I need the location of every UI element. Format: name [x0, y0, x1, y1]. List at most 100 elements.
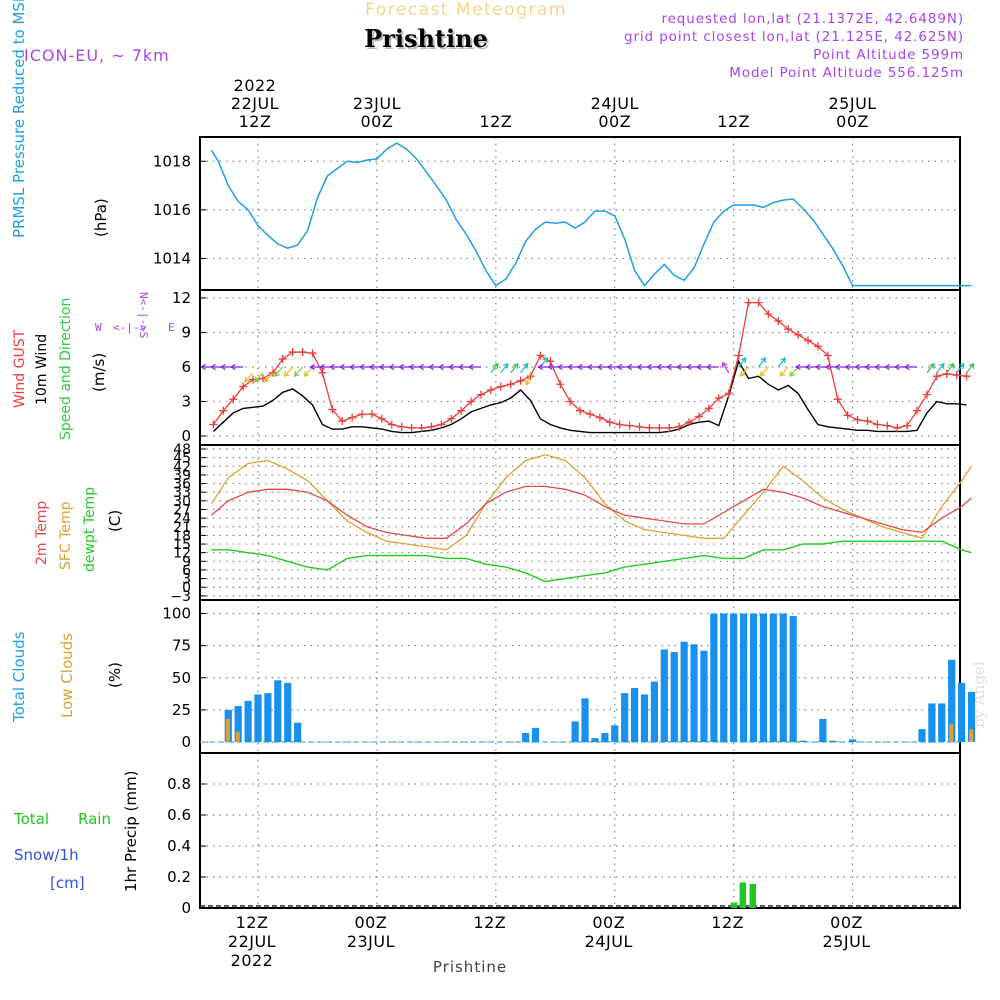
total-cloud-bar	[601, 733, 609, 742]
total-cloud-bar	[720, 613, 728, 742]
wind-dir-arrowhead	[328, 363, 335, 371]
wind-dir-arrowhead	[447, 363, 454, 371]
gust-marker	[714, 394, 723, 403]
total-cloud-bar	[621, 693, 629, 742]
gust-marker	[804, 336, 813, 345]
gust-marker	[645, 423, 654, 432]
wind-dir-arrowhead	[938, 362, 945, 369]
wind-dir-arrow	[946, 363, 955, 374]
wind-dir-arrowhead	[740, 356, 747, 364]
gust-marker	[496, 382, 505, 391]
wind-dir-arrowhead	[958, 362, 965, 369]
bottom-axis-label-4-0: 12Z	[711, 913, 744, 932]
gust-marker	[278, 354, 287, 363]
gust-marker	[833, 395, 842, 404]
gust-marker	[566, 397, 575, 406]
panel-frame-4	[199, 752, 961, 909]
bottom-axis-label-5-0: 00Z	[830, 913, 863, 932]
gust-marker	[437, 420, 446, 429]
total-cloud-bar	[264, 693, 272, 742]
wind-dir-arrowhead	[616, 363, 623, 371]
total-cloud-bar	[918, 729, 926, 742]
gust-marker	[665, 423, 674, 432]
wind-dir-arrowhead	[537, 363, 543, 371]
ytick-label-1-2: 6	[181, 358, 191, 376]
ytick-label-0-1: 1016	[153, 201, 191, 219]
wind-dir-arrow	[936, 363, 945, 374]
model-point-altitude: Model Point Altitude 556.125m	[729, 65, 964, 81]
wind-dir-arrow	[284, 366, 294, 377]
total-cloud-bar	[948, 659, 956, 742]
gust-marker	[457, 406, 466, 415]
wind-dir-arrowhead	[502, 362, 509, 369]
precip-unit-label: 1hr Precip (mm)	[122, 771, 140, 892]
ytick-label-2-12: 33	[173, 485, 191, 501]
wind-dir-arrowhead	[542, 356, 549, 364]
total-cloud-bar	[759, 613, 768, 742]
total-cloud-bar	[234, 706, 242, 742]
total-cloud-bar	[789, 616, 797, 742]
temp-2m-line	[210, 485, 972, 539]
total-cloud-bar	[928, 703, 936, 742]
wind-dir-arrowhead	[388, 363, 395, 371]
wind-10m-line	[212, 359, 967, 434]
top-axis-label-0-0: 2022	[234, 76, 277, 95]
wind-dir-arrowhead	[903, 363, 910, 371]
total-cloud-bar	[849, 739, 857, 742]
compass-west: W	[95, 321, 102, 334]
wind-dir-arrowhead	[492, 362, 499, 369]
total-cloud-bar	[739, 613, 748, 742]
wind-dir-arrowhead	[636, 363, 643, 371]
ytick-label-2-14: 39	[173, 468, 191, 484]
wind-dir-arrowhead	[665, 363, 672, 371]
wind-dir-arrowhead	[705, 363, 712, 371]
gust-marker	[209, 420, 218, 429]
pressure-unit-label: (hPa)	[92, 198, 110, 237]
top-axis-label-1-0: 23JUL	[353, 94, 401, 113]
wind-dir-arrowhead	[626, 363, 633, 371]
wind-dir-arrowhead	[893, 363, 900, 371]
gust-marker	[685, 418, 694, 427]
wind-dir-arrowhead	[929, 362, 935, 369]
ytick-label-2-6: 15	[173, 537, 191, 553]
ytick-label-3-1: 25	[172, 701, 191, 719]
wind-dir-arrowhead	[804, 363, 811, 371]
ytick-label-2-7: 18	[173, 528, 191, 544]
gust-marker	[903, 421, 912, 430]
gust-marker	[387, 420, 396, 429]
ytick-label-4-3: 0.6	[167, 806, 191, 824]
wind-dir-arrowhead	[779, 370, 786, 377]
wind-dir-arrow	[304, 366, 313, 377]
gust-marker	[655, 423, 664, 432]
total-cloud-bar	[710, 613, 718, 742]
rain-legend-total: Total	[13, 810, 49, 828]
total-cloud-bar	[294, 722, 302, 742]
total-cloud-bar	[670, 652, 678, 742]
gust-marker	[556, 380, 565, 389]
temp-dewpt-label: dewpt Temp	[82, 487, 98, 572]
wind-dir-arrowhead	[834, 363, 841, 371]
wind-dir-arrowhead	[210, 363, 216, 371]
pressure-line	[210, 142, 972, 287]
gust-marker	[942, 369, 951, 378]
low-clouds-label: Low Clouds	[58, 633, 76, 718]
top-axis-label-4-0: 12Z	[717, 112, 750, 131]
wind-dir-arrow	[274, 366, 284, 377]
total-cloud-bar	[274, 680, 282, 742]
total-cloud-bar	[660, 649, 668, 742]
ytick-label-3-4: 100	[162, 605, 191, 623]
wind-dir-arrowhead	[722, 361, 728, 368]
low-cloud-bar	[235, 731, 240, 742]
gust-marker	[298, 348, 307, 357]
wind-dir-arrow	[500, 363, 509, 374]
gust-marker	[219, 406, 228, 415]
wind-dir-arrow	[966, 363, 975, 374]
wind-dir-arrowhead	[467, 363, 474, 371]
wind-dir-arrowhead	[824, 363, 831, 371]
product-title: Forecast Meteogram	[365, 0, 567, 20]
wind-dir-arrow	[740, 366, 750, 377]
gust-marker	[585, 410, 594, 419]
gust-marker	[338, 417, 347, 426]
wind-dir-arrowhead	[547, 363, 553, 371]
gust-marker	[625, 421, 634, 430]
